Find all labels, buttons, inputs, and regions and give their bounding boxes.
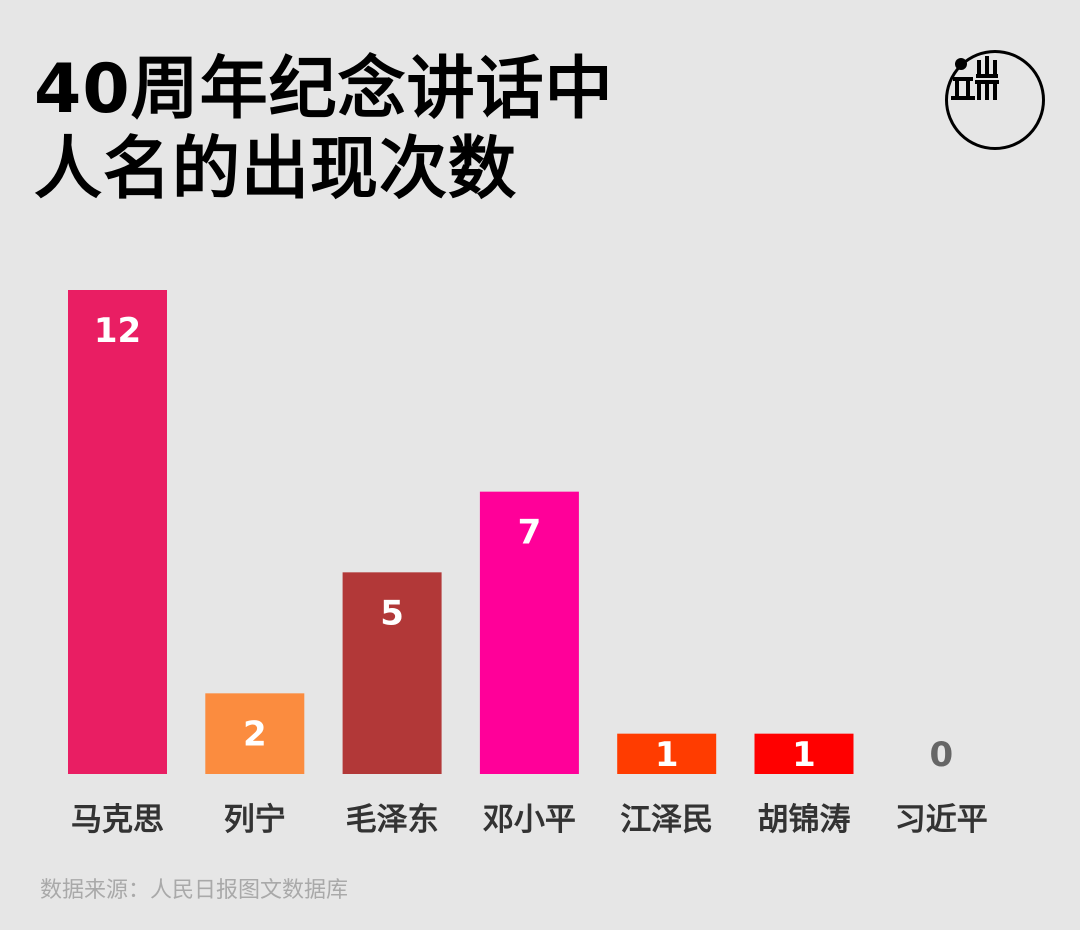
data-source-note: 数据来源：人民日报图文数据库	[40, 878, 349, 903]
brand-logo-icon	[945, 50, 1045, 150]
bar	[68, 290, 167, 774]
data-label: 0	[929, 735, 953, 775]
chart-title: 40周年纪念讲话中 人名的出现次数	[34, 50, 614, 210]
data-label: 12	[94, 311, 141, 351]
data-label: 5	[380, 593, 404, 633]
category-label: 毛泽东	[346, 802, 439, 838]
bar	[205, 693, 305, 774]
bar-group: 0 习近平	[895, 735, 988, 838]
category-label: 习近平	[895, 802, 988, 838]
bar-group: 5 毛泽东	[342, 572, 442, 838]
data-label: 1	[792, 735, 816, 775]
bar-group: 12 马克思	[68, 290, 167, 838]
bar	[617, 733, 717, 774]
bar-group: 1 胡锦涛	[754, 733, 854, 838]
bar-group: 1 江泽民	[617, 733, 717, 838]
bar	[479, 491, 579, 774]
data-label: 2	[243, 714, 267, 754]
data-label: 7	[518, 513, 542, 553]
category-label: 邓小平	[483, 802, 576, 838]
title-line-1: 40周年纪念讲话中	[34, 50, 614, 129]
bar	[754, 733, 854, 774]
category-label: 胡锦涛	[758, 802, 851, 838]
bar-group: 7 邓小平	[479, 491, 579, 838]
bar	[342, 572, 442, 774]
category-label: 列宁	[224, 802, 286, 838]
category-label: 马克思	[71, 802, 164, 838]
category-label: 江泽民	[620, 802, 713, 838]
bar-group: 2 列宁	[205, 693, 305, 838]
data-label: 1	[655, 735, 679, 775]
title-line-2: 人名的出现次数	[34, 130, 518, 209]
